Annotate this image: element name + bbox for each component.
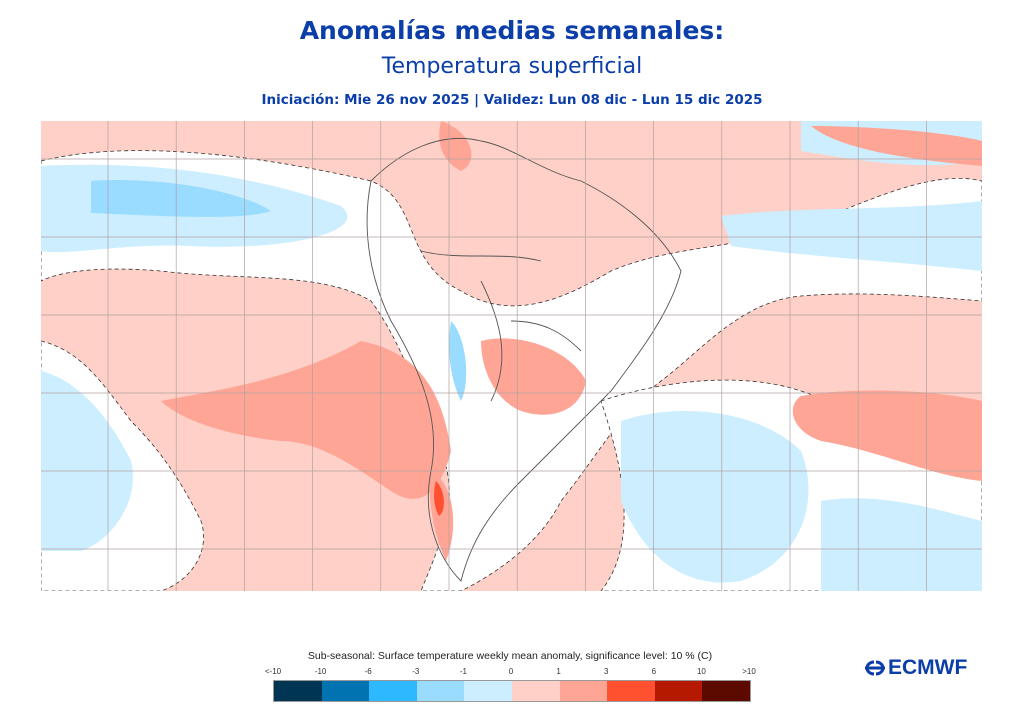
- graticule: [41, 121, 982, 591]
- cool-core-andes: [449, 321, 467, 401]
- legend-swatch: [274, 681, 322, 701]
- ecmwf-logo: ECMWF: [862, 656, 967, 680]
- legend-tick: <-10: [264, 667, 282, 676]
- warm-anomalies: [161, 121, 982, 561]
- legend-tick: -6: [364, 667, 372, 676]
- cool-core: [91, 180, 271, 217]
- legend-tick: 6: [651, 667, 657, 676]
- legend-swatch: [369, 681, 417, 701]
- legend-tick: 10: [696, 667, 706, 676]
- ecmwf-logo-icon: [865, 660, 885, 676]
- legend-tick: -3: [412, 667, 420, 676]
- legend-swatch: [416, 681, 465, 701]
- legend-tick: -1: [459, 667, 467, 676]
- legend-swatch: [464, 681, 512, 701]
- legend-tick: 1: [556, 667, 561, 676]
- page-title: Anomalías medias semanales:: [299, 16, 725, 45]
- legend-swatch: [511, 681, 560, 701]
- legend-swatch: [321, 681, 370, 701]
- legend-colorbar: [273, 680, 751, 702]
- page-subtitle: Temperatura superficial: [381, 54, 643, 79]
- legend-swatch: [702, 681, 750, 701]
- cool-anomalies: [41, 121, 982, 591]
- legend-swatch: [559, 681, 608, 701]
- legend-tick: 3: [603, 667, 609, 676]
- legend-tick: -10: [314, 667, 327, 676]
- legend-swatch: [607, 681, 655, 701]
- validity-info: Iniciación: Mie 26 nov 2025 | Validez: L…: [261, 92, 763, 108]
- land-borders: [366, 137, 682, 582]
- legend-tick: >10: [742, 667, 756, 676]
- logo-text: ECMWF: [888, 656, 968, 679]
- legend-tick: 0: [508, 667, 514, 676]
- legend-ticks: <-10 -10 -6 -3 -1 0 1 3 6 10 >10: [262, 667, 762, 679]
- legend-title: Sub-seasonal: Surface temperature weekly…: [307, 650, 713, 662]
- warm-core: [434, 481, 444, 516]
- legend-swatch: [654, 681, 703, 701]
- anomaly-map: [41, 121, 982, 591]
